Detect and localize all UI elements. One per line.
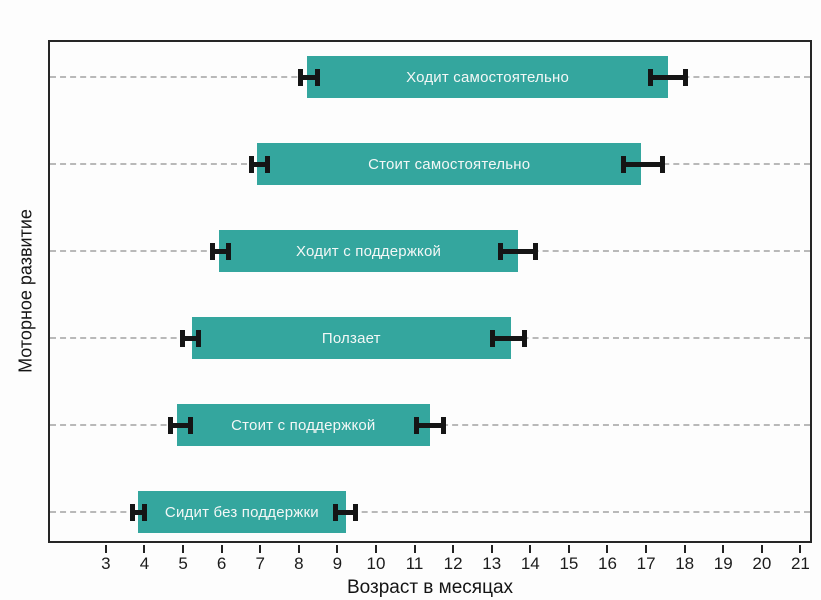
x-tick-label: 16 <box>598 554 617 573</box>
milestone-label: Стоит самостоятельно <box>368 155 531 173</box>
x-axis: 3 4 5 6 7 8 9 10 11 12 13 14 15 16 17 18 19 20 21 <box>48 545 812 581</box>
error-bar-right <box>620 156 666 173</box>
x-tick-label: 11 <box>405 554 424 573</box>
x-tick-mark <box>143 545 146 553</box>
x-tick-mark <box>567 545 570 553</box>
milestone-label: Ходит самостоятельно <box>406 68 570 86</box>
milestone-bar: Ходит самостоятельно <box>307 56 668 98</box>
x-tick-mark <box>259 545 262 553</box>
x-tick-mark <box>645 545 648 553</box>
error-bar-left <box>210 243 232 260</box>
x-tick-mark <box>220 545 223 553</box>
x-tick-mark <box>490 545 493 553</box>
x-tick-mark <box>297 545 300 553</box>
x-tick-mark <box>374 545 377 553</box>
x-tick-label: 8 <box>294 554 304 573</box>
x-tick-label: 15 <box>559 554 579 573</box>
x-tick-label: 7 <box>255 554 265 573</box>
x-tick-mark <box>683 545 686 553</box>
milestone-label: Стоит с поддержкой <box>231 416 376 434</box>
error-bar-left <box>167 417 194 434</box>
x-tick-label: 17 <box>636 554 656 573</box>
x-axis-title: Возраст в месяцах <box>346 577 514 598</box>
milestone-bar: Стоит самостоятельно <box>257 143 642 185</box>
x-tick-label: 10 <box>366 554 386 573</box>
x-tick-mark <box>413 545 416 553</box>
milestone-bar: Стоит с поддержкой <box>176 404 430 446</box>
milestone-bar: Ползает <box>192 317 511 359</box>
x-tick-label: 5 <box>178 554 188 573</box>
error-bar-left <box>248 156 270 173</box>
x-tick-mark <box>606 545 609 553</box>
x-tick-mark <box>452 545 455 553</box>
x-tick-label: 6 <box>216 554 227 573</box>
x-tick-label: 9 <box>332 554 343 573</box>
x-tick-label: 4 <box>139 554 150 573</box>
milestone-label: Сидит без поддержки <box>164 503 319 521</box>
x-tick-mark <box>760 545 763 553</box>
milestone-bar: Сидит без поддержки <box>138 491 346 533</box>
error-bar-right <box>490 330 527 347</box>
x-tick-mark <box>722 545 725 553</box>
error-bar-right <box>333 504 359 521</box>
error-bar-left <box>129 504 148 521</box>
x-tick-label: 18 <box>675 554 695 573</box>
x-tick-label: 19 <box>713 554 733 573</box>
error-bar-right <box>498 243 539 260</box>
x-tick-mark <box>182 545 185 553</box>
milestone-label: Ползает <box>321 329 381 347</box>
x-tick-mark <box>336 545 339 553</box>
x-tick-label: 12 <box>443 554 463 573</box>
error-bar-left <box>179 330 201 347</box>
y-axis-title: Моторное развитие <box>15 209 36 373</box>
x-tick-label: 3 <box>101 554 111 573</box>
x-tick-mark <box>104 545 107 553</box>
x-tick-label: 20 <box>752 554 772 573</box>
milestone-bar: Ходит с поддержкой <box>218 230 519 272</box>
x-tick-label: 21 <box>790 554 810 573</box>
plot-area: Ходит самостоятельно Стоит самостоятельно… <box>48 40 812 543</box>
milestone-label: Ходит с поддержкой <box>296 242 442 260</box>
x-tick-label: 14 <box>520 554 540 573</box>
x-tick-label: 13 <box>482 554 502 573</box>
error-bar-right <box>413 417 447 434</box>
error-bar-right <box>647 69 689 86</box>
x-tick-mark <box>799 545 802 553</box>
error-bar-left <box>298 69 320 86</box>
gridline <box>50 511 810 513</box>
x-tick-mark <box>529 545 532 553</box>
